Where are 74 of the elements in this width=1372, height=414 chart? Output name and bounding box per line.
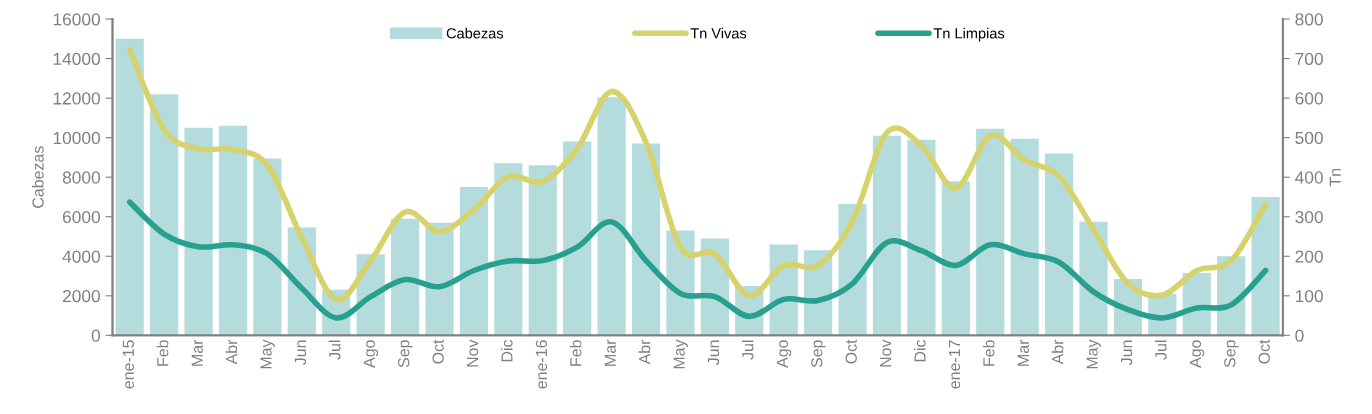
y2-tick-label: 100 xyxy=(1295,289,1323,303)
x-tick-label: Sep xyxy=(1224,340,1239,368)
y-tick-label: 14000 xyxy=(53,52,101,66)
y-tick-label: 6000 xyxy=(62,210,101,224)
x-tick-label: Nov xyxy=(467,339,479,367)
x-tick-label: Jul xyxy=(328,340,341,360)
x-tick-label: Sep xyxy=(811,340,826,368)
x-tick-label: Feb xyxy=(156,340,169,366)
x-tick-label: Jun xyxy=(294,340,307,366)
bar xyxy=(1010,138,1039,336)
y2-tick-label: 800 xyxy=(1295,13,1323,26)
y2-tick-label: 600 xyxy=(1295,92,1323,105)
y2-tick-label: 500 xyxy=(1295,131,1323,145)
x-tick-label: Mar xyxy=(1017,339,1029,366)
y-tick-label: 12000 xyxy=(53,92,101,105)
x-tick-label: Feb xyxy=(569,340,582,366)
y-tick-label: 8000 xyxy=(62,171,101,184)
x-tick-label: Mar xyxy=(191,339,203,366)
x-tick-label: ene-15 xyxy=(122,340,134,389)
y2-tick-label: 700 xyxy=(1295,52,1323,66)
y2-axis-title: Tn xyxy=(1329,168,1341,187)
x-tick-label: Ago xyxy=(1189,340,1205,368)
x-tick-label: Abr xyxy=(638,339,651,365)
y-tick-label: 10000 xyxy=(53,131,101,145)
bar xyxy=(528,165,557,336)
x-tick-label: May xyxy=(260,339,275,369)
x-tick-label: May xyxy=(673,339,688,369)
x-tick-label: Abr xyxy=(1051,339,1064,365)
x-tick-label: Abr xyxy=(225,339,238,365)
x-tick-label: Dic xyxy=(913,339,926,362)
x-tick-label: Mar xyxy=(604,339,616,366)
x-tick-label: Nov xyxy=(880,339,892,367)
bar xyxy=(1251,196,1280,336)
x-tick-label: Feb xyxy=(982,340,995,366)
bar xyxy=(1044,153,1074,336)
x-tick-label: Jul xyxy=(741,340,754,360)
bar xyxy=(494,163,523,336)
bar xyxy=(941,181,970,336)
legend-label: Tn Vivas xyxy=(690,27,747,39)
x-tick-label: Oct xyxy=(1258,339,1270,364)
x-tick-label: Jun xyxy=(708,340,720,366)
y-tick-label: 0 xyxy=(91,329,101,342)
y-tick-label: 16000 xyxy=(53,13,101,26)
bar xyxy=(976,128,1005,336)
y-tick-label: 4000 xyxy=(62,250,101,263)
x-tick-label: Ago xyxy=(363,340,379,368)
bar xyxy=(150,94,179,336)
legend-label: Cabezas xyxy=(446,27,504,39)
x-tick-label: ene-16 xyxy=(535,340,548,389)
x-tick-label: Jun xyxy=(1121,340,1133,366)
x-tick-label: Oct xyxy=(432,339,444,364)
x-tick-label: Ago xyxy=(776,340,792,368)
bar xyxy=(390,218,420,336)
y2-tick-label: 300 xyxy=(1295,210,1323,224)
legend-label: Tn Limpias xyxy=(933,27,1005,42)
bar xyxy=(115,38,144,336)
x-tick-label: Dic xyxy=(500,339,513,362)
y-tick-label: 2000 xyxy=(62,289,101,303)
y-axis-title: Cabezas xyxy=(31,146,44,208)
x-tick-label: May xyxy=(1086,339,1101,369)
y2-tick-label: 200 xyxy=(1295,250,1323,263)
bar xyxy=(184,127,213,336)
x-tick-label: Oct xyxy=(845,339,857,364)
bar xyxy=(218,125,248,336)
bar xyxy=(872,135,902,336)
bar xyxy=(597,97,626,336)
x-tick-label: Jul xyxy=(1154,340,1167,360)
y2-tick-label: 400 xyxy=(1295,171,1323,184)
bar xyxy=(253,158,282,336)
y2-tick-label: 0 xyxy=(1295,329,1304,342)
bar xyxy=(563,141,592,336)
x-tick-label: Sep xyxy=(398,340,413,368)
x-tick-label: ene-17 xyxy=(948,340,961,389)
bar xyxy=(907,139,936,336)
